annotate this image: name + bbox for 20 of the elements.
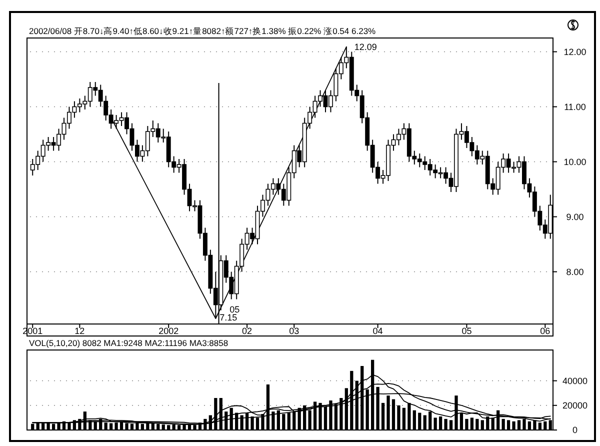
y-tick-label: 20000 [562, 400, 588, 410]
x-tick-label: 05 [462, 326, 472, 336]
x-tick-label: 04 [372, 326, 383, 336]
chart-subtitle: VOL(5,10,20) 8082 MA1:9248 MA2:11196 MA3:8858 [29, 338, 228, 348]
y-tick-label: 10.00 [564, 156, 586, 167]
x-tick-label: 2002 [158, 326, 179, 336]
x-tick-label: 02 [242, 326, 252, 336]
y-tick-label: 9.00 [566, 212, 584, 222]
x-tick-label: 12 [74, 326, 85, 336]
x-tick-label: 03 [289, 326, 300, 336]
annotation: 7.15 [220, 312, 238, 322]
y-tick-label: 12.00 [564, 46, 586, 57]
y-tick-label: 8.00 [566, 266, 584, 277]
y-tick-label: 0 [572, 425, 578, 435]
annotation: 12.09 [354, 42, 377, 52]
y-tick-label: 40000 [562, 376, 588, 386]
x-tick-label: 06 [540, 326, 550, 336]
y-tick-label: 11.00 [564, 102, 586, 112]
chart-subtitle: 2002/06/08 开8.70↓高9.40↑低8.60↓收9.21↑量8082↑额727↑换1.38% 振0.22% 涨0.54 6.23% [29, 26, 376, 36]
annotation: 05 [230, 304, 240, 314]
